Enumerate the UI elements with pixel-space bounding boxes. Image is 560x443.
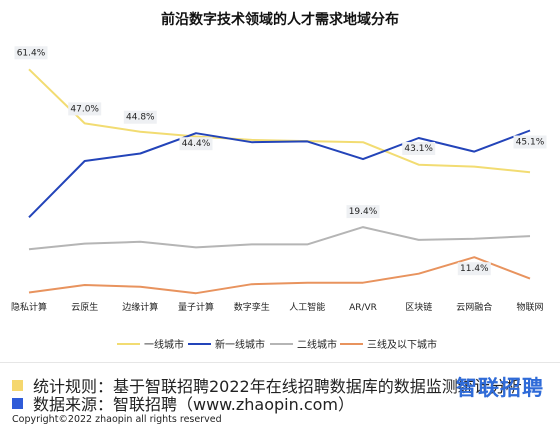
data-label-box-3 (179, 137, 213, 151)
data-label-1: 47.0% (70, 104, 99, 114)
source-text: 数据来源：智联招聘（www.zhaopin.com） (33, 395, 355, 414)
data-label-box-2 (123, 110, 157, 124)
data-label-3: 44.4% (182, 139, 211, 149)
zhaopin-logo: 智联招聘 (456, 376, 544, 400)
series-line-0 (28, 68, 531, 174)
series-line-1 (28, 129, 531, 219)
data-label-4: 43.1% (404, 144, 433, 154)
rule-text: 统计规则：基于智联招聘2022年在线招聘数据库的数据监测统计分析 (33, 377, 522, 396)
source-note: 数据来源：智联招聘（www.zhaopin.com） (12, 391, 354, 415)
x-axis-tick-labels: 隐私计算 云原生 边缘计算 量子计算 数字孪生 人工智能 AR/VR 区块链 云网融合 物联网 (11, 301, 544, 313)
legend-label-0: 一线城市 (144, 338, 184, 351)
data-label-box-6 (346, 205, 380, 219)
rule-note: 统计规则：基于智联招聘2022年在线招聘数据库的数据监测统计分析 (12, 373, 522, 397)
chart-title: 前沿数字技术领域的人才需求地域分布 (161, 11, 399, 28)
data-labels: 61.4% 47.0% 44.8% 44.4% 43.1% 45.1% 19.4% 11.4% (14, 46, 547, 276)
copyright-text: Copyright©2022 zhaopin all rights reserv… (12, 414, 222, 425)
x-tick-label-6: AR/VR (349, 303, 377, 313)
x-tick-label-8: 云网融合 (456, 301, 492, 313)
x-tick-label-7: 区块链 (405, 301, 432, 313)
x-tick-label-4: 数字孪生 (234, 301, 270, 313)
footer-divider (0, 362, 560, 363)
rule-swatch (12, 379, 23, 391)
line-chart: 前沿数字技术领域的人才需求地域分布 61.4% 47.0% 44.8% 44.4% 43… (11, 11, 547, 351)
legend-label-2: 二线城市 (297, 338, 337, 351)
source-swatch (12, 397, 23, 409)
legend-label-1: 新一线城市 (215, 338, 265, 351)
data-label-box-0 (14, 46, 48, 60)
series-line-2 (28, 226, 531, 251)
data-label-5: 45.1% (516, 138, 545, 148)
x-tick-label-2: 边缘计算 (122, 301, 158, 313)
data-label-box-1 (68, 102, 102, 116)
data-label-box-5 (513, 135, 547, 149)
x-tick-label-3: 量子计算 (178, 301, 214, 313)
data-label-0: 61.4% (17, 48, 46, 58)
legend-label-3: 三线及以下城市 (367, 338, 437, 351)
data-label-box-4 (402, 142, 436, 155)
x-tick-label-1: 云原生 (71, 301, 98, 313)
legend: 一线城市 新一线城市 二线城市 三线及以下城市 (117, 338, 437, 351)
x-tick-label-5: 人工智能 (289, 301, 325, 313)
x-tick-label-9: 物联网 (516, 301, 543, 313)
data-label-6: 19.4% (349, 207, 378, 217)
data-label-7: 11.4% (460, 264, 489, 274)
data-label-box-7 (457, 262, 491, 276)
data-label-2: 44.8% (126, 113, 155, 123)
series-lines (28, 68, 531, 295)
series-line-3 (28, 256, 531, 295)
x-tick-label-0: 隐私计算 (11, 301, 47, 313)
